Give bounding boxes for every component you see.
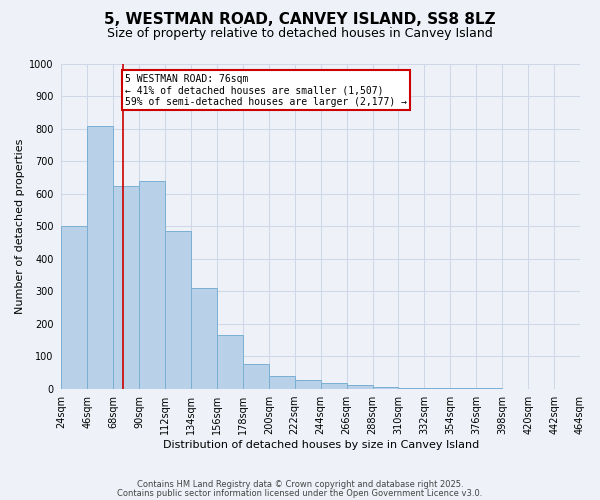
Bar bbox=[269, 376, 295, 388]
Bar bbox=[139, 181, 165, 388]
X-axis label: Distribution of detached houses by size in Canvey Island: Distribution of detached houses by size … bbox=[163, 440, 479, 450]
Bar bbox=[165, 231, 191, 388]
Text: Contains public sector information licensed under the Open Government Licence v3: Contains public sector information licen… bbox=[118, 488, 482, 498]
Text: 5, WESTMAN ROAD, CANVEY ISLAND, SS8 8LZ: 5, WESTMAN ROAD, CANVEY ISLAND, SS8 8LZ bbox=[104, 12, 496, 28]
Text: 5 WESTMAN ROAD: 76sqm
← 41% of detached houses are smaller (1,507)
59% of semi-d: 5 WESTMAN ROAD: 76sqm ← 41% of detached … bbox=[125, 74, 407, 107]
Bar bbox=[295, 380, 320, 388]
Bar bbox=[320, 383, 347, 388]
Text: Contains HM Land Registry data © Crown copyright and database right 2025.: Contains HM Land Registry data © Crown c… bbox=[137, 480, 463, 489]
Bar bbox=[191, 288, 217, 388]
Text: Size of property relative to detached houses in Canvey Island: Size of property relative to detached ho… bbox=[107, 28, 493, 40]
Bar bbox=[373, 387, 398, 388]
Bar bbox=[347, 386, 373, 388]
Y-axis label: Number of detached properties: Number of detached properties bbox=[15, 138, 25, 314]
Bar bbox=[87, 126, 113, 388]
Bar bbox=[243, 364, 269, 388]
Bar bbox=[217, 335, 243, 388]
Bar bbox=[61, 226, 87, 388]
Bar bbox=[113, 186, 139, 388]
